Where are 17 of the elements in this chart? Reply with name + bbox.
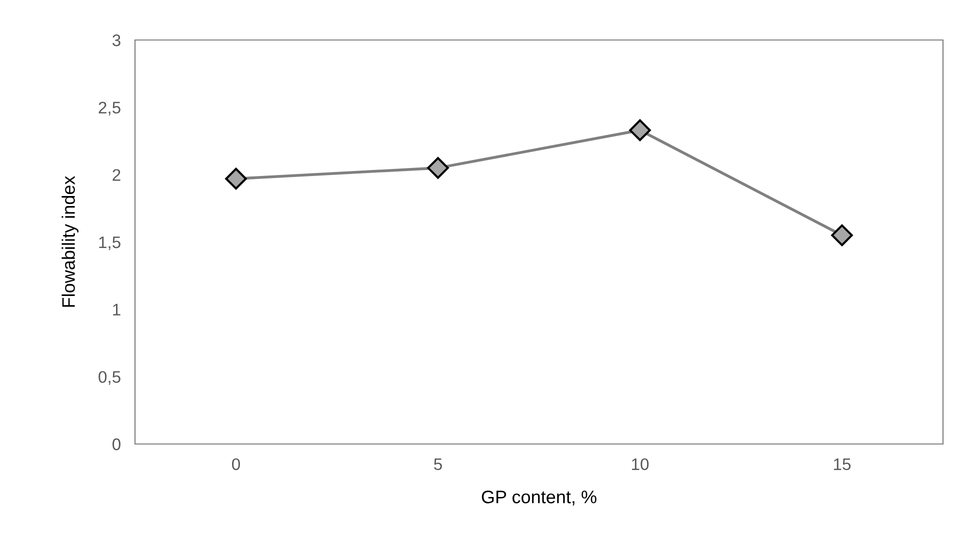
y-tick-label: 2 [112,169,120,181]
point [629,119,651,142]
x-tick-label: 0 [232,458,240,470]
y-tick-label: 3 [112,34,120,46]
y-axis-title: Flowability index [62,176,78,307]
y-tick-label: 0,5 [98,371,120,385]
x-tick-label: 15 [834,458,851,470]
y-tick-label: 0 [112,438,120,450]
y-tick-label: 1,5 [99,236,120,250]
y-tick-label: 1 [113,304,120,316]
x-tick-label: 5 [434,458,442,470]
point [427,157,449,179]
point [831,224,853,246]
x-axis-title: GP content, % [482,490,596,506]
x-tick-label: 10 [632,458,649,470]
point [225,168,247,190]
y-tick-label: 2,5 [98,102,120,116]
